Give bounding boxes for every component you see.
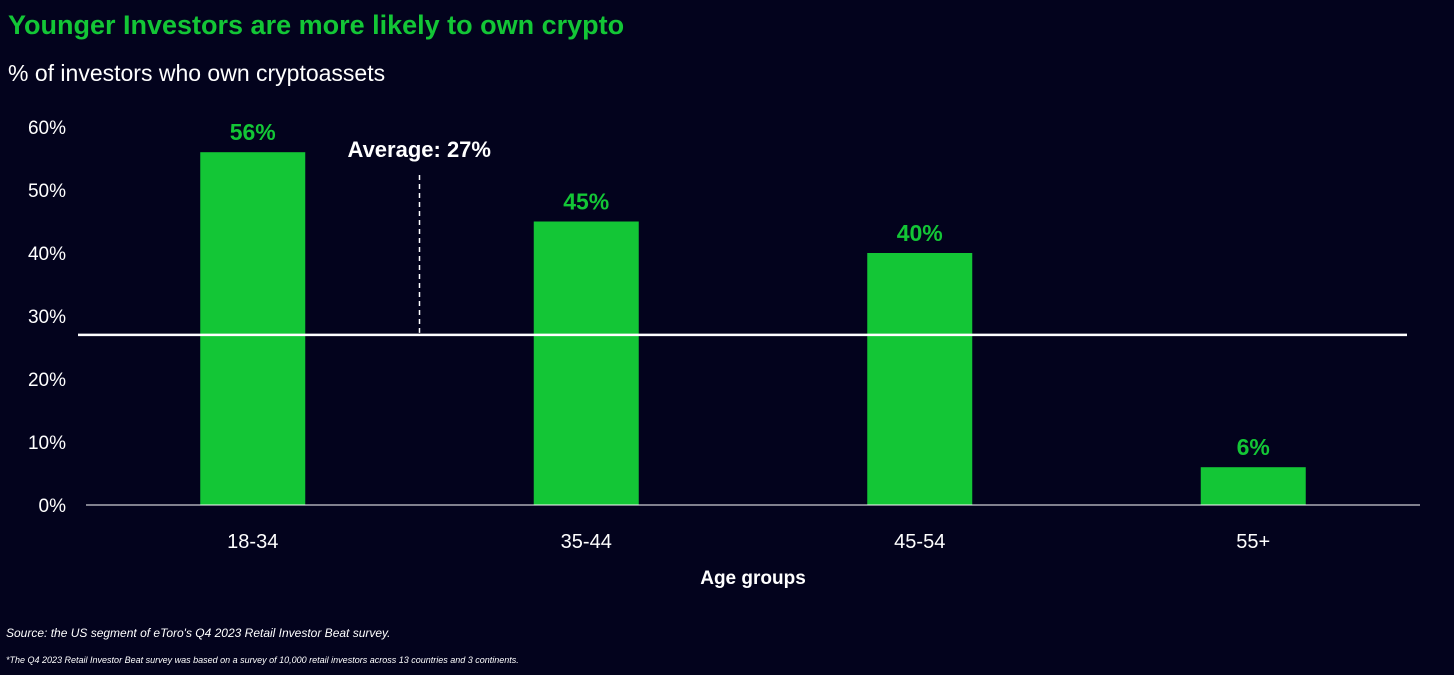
y-tick-label: 0% (39, 496, 67, 517)
chart-subtitle: % of investors who own cryptoassets (8, 60, 386, 86)
survey-footnote: *The Q4 2023 Retail Investor Beat survey… (6, 655, 519, 665)
x-tick-label: 18-34 (227, 531, 278, 553)
bar-value-label: 6% (1237, 434, 1270, 460)
x-axis-label: Age groups (700, 568, 806, 589)
y-tick-label: 40% (28, 244, 66, 265)
y-tick-label: 10% (28, 433, 66, 454)
y-tick-label: 20% (28, 370, 66, 391)
bar-value-label: 45% (563, 189, 609, 215)
bar-value-label: 40% (897, 220, 943, 246)
bar (533, 221, 639, 505)
chart-title: Younger Investors are more likely to own… (8, 10, 625, 40)
y-tick-label: 50% (28, 181, 66, 202)
x-tick-label: 45-54 (894, 531, 945, 553)
y-tick-label: 60% (28, 118, 66, 139)
source-note: Source: the US segment of eToro's Q4 202… (6, 626, 391, 640)
bar (200, 152, 306, 505)
bar (867, 253, 973, 505)
bar (1200, 467, 1306, 505)
bar-value-label: 56% (230, 119, 276, 145)
bar-chart: 0% 10% 20% 30% 40% 50% 60% 56% 18-34 45% 35-44 40% 4… (28, 118, 1420, 589)
x-tick-label: 55+ (1236, 531, 1270, 553)
x-tick-label: 35-44 (561, 531, 612, 553)
y-tick-label: 30% (28, 307, 66, 328)
average-label: Average: 27% (348, 137, 491, 162)
